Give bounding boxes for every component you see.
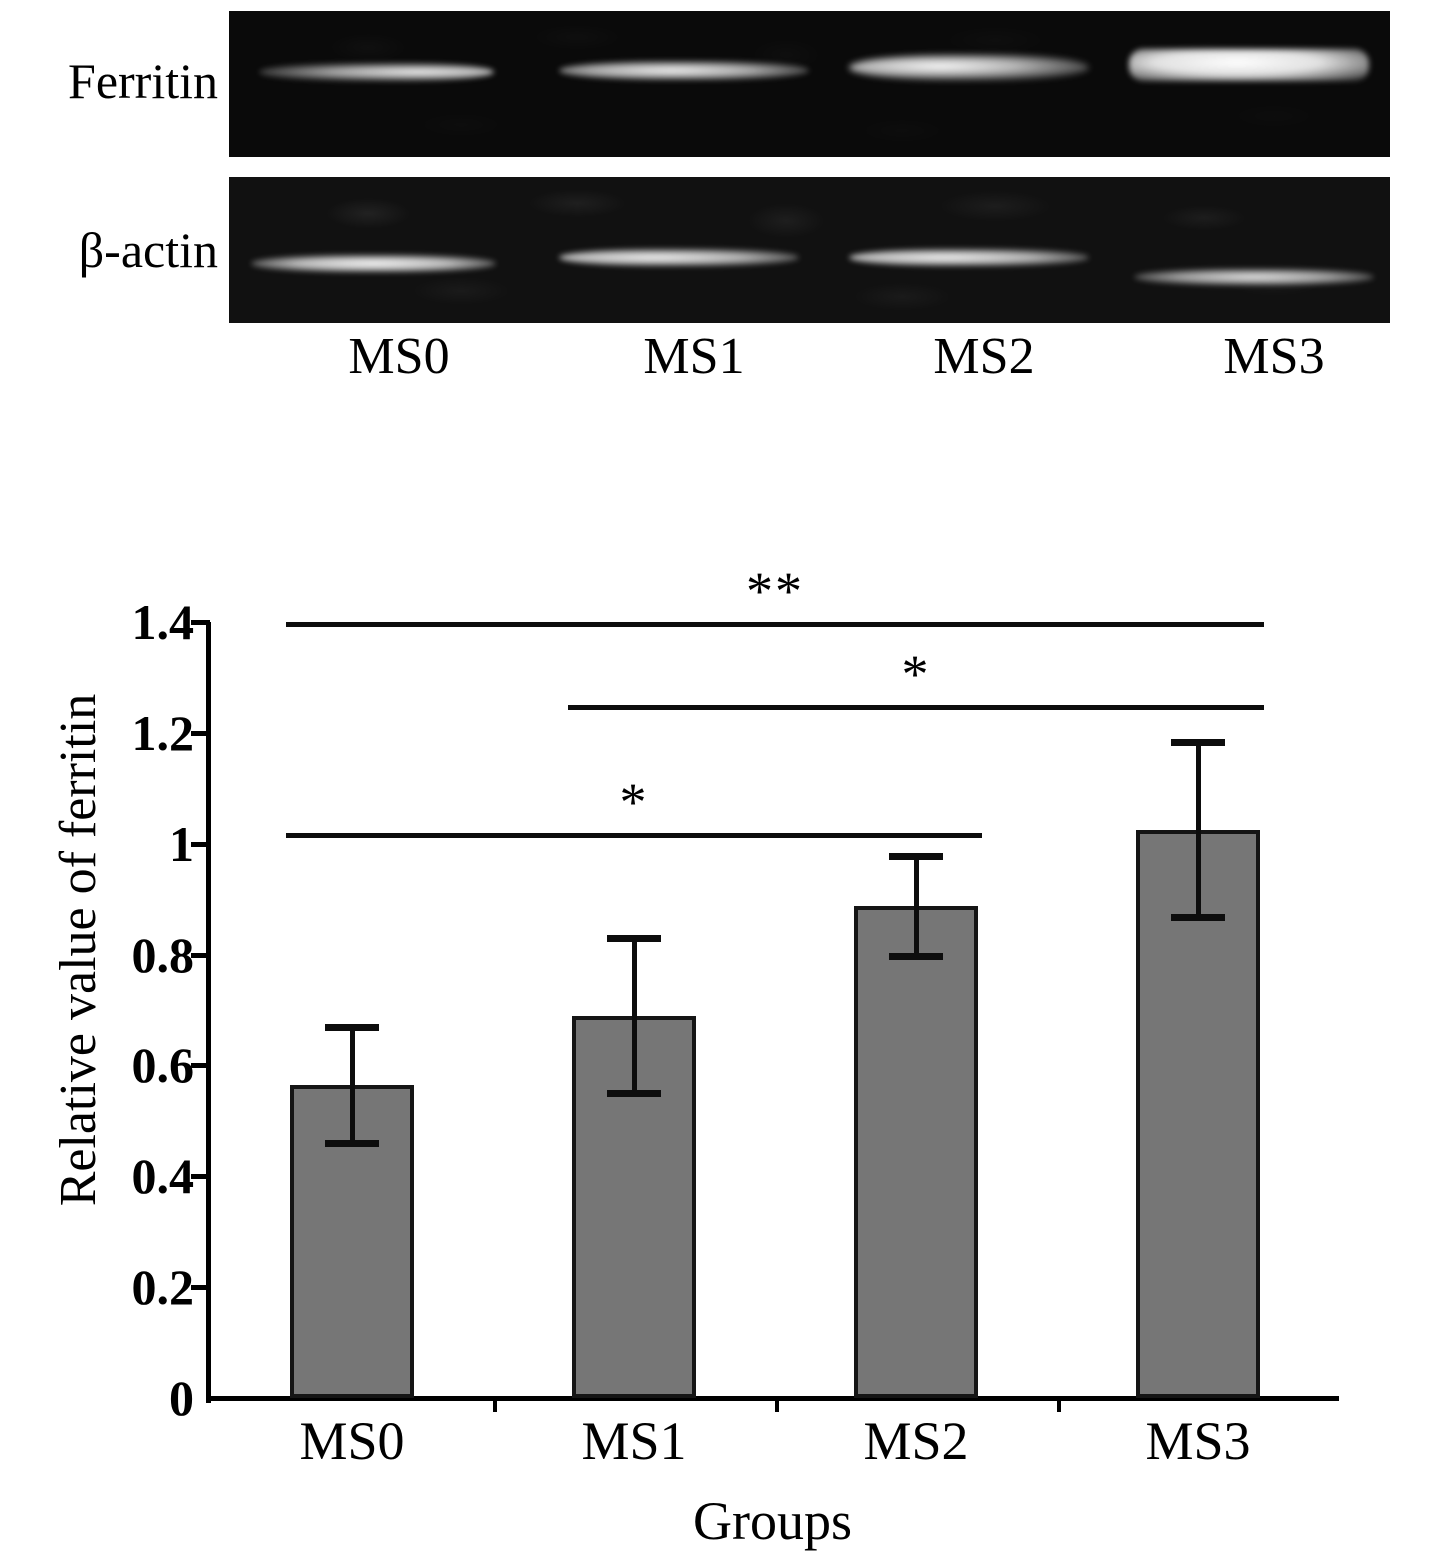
blot-band-bactin-ms1	[559, 249, 799, 266]
y-tick-label-0: 0	[90, 1373, 194, 1423]
y-tick-text: 1.4	[131, 594, 195, 650]
western-blot-figure: Ferritin β-actin MS0 MS1 MS2 MS3	[0, 0, 1441, 400]
y-tick-mark	[191, 1063, 210, 1069]
significance-star-ms0-ms2: *	[619, 771, 649, 832]
blot-band-ferritin-ms2	[849, 55, 1089, 80]
y-tick-text: 0.4	[131, 1148, 195, 1205]
error-bar-cap-upper-ms2	[889, 852, 943, 860]
bar-chart: Relative value of ferritin 0 0.2 0.4 0.6 0.8…	[0, 560, 1441, 1551]
significance-line-ms1-ms3	[568, 705, 1264, 711]
error-bar-cap-upper-ms0	[325, 1023, 379, 1031]
blot-panel-noise	[229, 177, 1390, 323]
blot-band-ferritin-ms3	[1129, 49, 1369, 81]
blot-row-label-ferritin: Ferritin	[68, 53, 218, 109]
blot-lane-label-ms2: MS2	[933, 328, 1035, 385]
y-tick-text: 0.2	[131, 1259, 195, 1316]
blot-panel-beta-actin	[229, 177, 1390, 323]
blot-panel-ferritin	[229, 11, 1390, 157]
blot-lane-label-ms3: MS3	[1223, 328, 1325, 385]
y-tick-label-1: 1	[90, 819, 194, 869]
x-axis-label-ms2: MS2	[863, 1411, 969, 1471]
blot-lane-label-ms1: MS1	[643, 328, 745, 385]
bar-ms2	[854, 905, 978, 1398]
y-tick-text: 0.6	[131, 1037, 195, 1094]
significance-star-ms1-ms3: *	[901, 644, 931, 705]
y-tick-mark	[191, 1174, 210, 1180]
y-tick-label-1.2: 1.2	[90, 704, 195, 761]
y-tick-label-0.4: 0.4	[90, 1148, 195, 1205]
x-axis-label-ms1: MS1	[581, 1411, 687, 1471]
y-tick-text: 0.8	[131, 926, 195, 983]
error-bar-cap-upper-ms3	[1171, 739, 1225, 747]
blot-lane-label-ms0: MS0	[348, 328, 450, 385]
y-tick-mark	[191, 1285, 210, 1291]
error-bar-cap-lower-ms3	[1171, 914, 1225, 922]
error-bar-stem-ms2	[914, 855, 919, 956]
y-tick-label-0.6: 0.6	[90, 1037, 195, 1094]
blot-band-ferritin-ms0	[259, 63, 494, 81]
y-tick-label-1.4: 1.4	[90, 594, 195, 650]
y-tick-text: 1.2	[131, 704, 195, 761]
error-bar-cap-upper-ms1	[607, 934, 661, 942]
y-tick-mark	[191, 620, 210, 625]
error-bar-cap-lower-ms0	[325, 1140, 379, 1148]
y-tick-label-0.2: 0.2	[90, 1259, 195, 1316]
y-tick-mark	[191, 841, 210, 847]
x-axis-title: Groups	[693, 1491, 852, 1551]
blot-band-bactin-ms0	[251, 255, 496, 272]
significance-line-ms0-ms3	[286, 622, 1264, 627]
error-bar-cap-lower-ms2	[889, 952, 943, 960]
y-tick-text: 1	[169, 815, 194, 872]
blot-row-label-beta-actin: β-actin	[78, 222, 218, 278]
error-bar-cap-lower-ms1	[607, 1090, 661, 1098]
blot-band-bactin-ms2	[849, 249, 1089, 266]
x-axis-label-ms0: MS0	[299, 1411, 405, 1471]
error-bar-stem-ms1	[632, 937, 637, 1094]
blot-lane-label-row: MS0 MS1 MS2 MS3	[229, 328, 1390, 386]
y-tick-label-0.8: 0.8	[90, 926, 195, 983]
x-tick-mark	[775, 1396, 779, 1412]
y-tick-mark	[191, 730, 210, 736]
x-tick-mark	[1057, 1396, 1061, 1412]
error-bar-stem-ms3	[1196, 742, 1201, 918]
significance-star-ms0-ms3: **	[746, 561, 804, 621]
x-axis-label-ms3: MS3	[1145, 1411, 1251, 1471]
blot-band-bactin-ms3	[1134, 269, 1374, 285]
bar-ms3	[1136, 829, 1260, 1398]
significance-line-ms0-ms2	[286, 832, 982, 838]
x-axis-line	[206, 1396, 1339, 1401]
blot-panel-noise	[229, 11, 1390, 157]
x-tick-mark	[493, 1396, 497, 1412]
y-tick-text: 0	[169, 1370, 194, 1426]
y-axis-line	[206, 622, 211, 1403]
error-bar-stem-ms0	[350, 1026, 355, 1144]
y-tick-mark	[191, 952, 210, 958]
blot-band-ferritin-ms1	[559, 61, 809, 80]
